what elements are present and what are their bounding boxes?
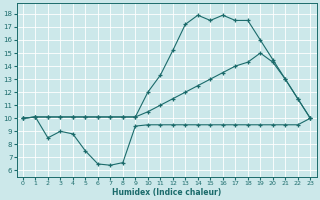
X-axis label: Humidex (Indice chaleur): Humidex (Indice chaleur) [112, 188, 221, 197]
